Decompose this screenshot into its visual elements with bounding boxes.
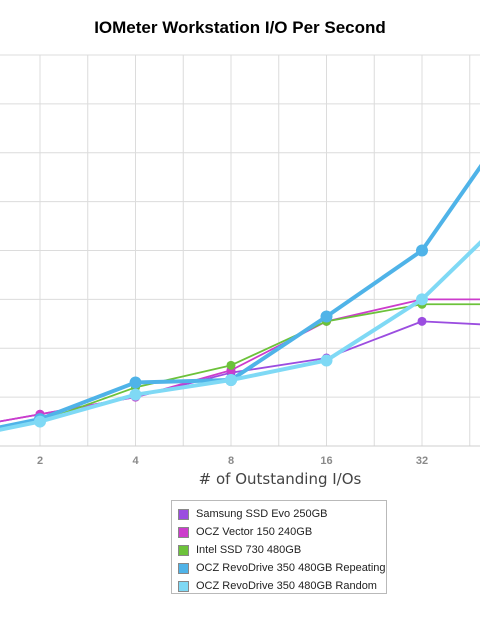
legend-label: OCZ Vector 150 240GB [196, 526, 313, 538]
legend-item: Intel SSD 730 480GB [178, 541, 386, 559]
series-4 [0, 163, 480, 430]
legend-label: Intel SSD 730 480GB [196, 544, 302, 556]
legend-item: OCZ RevoDrive 350 480GB Random [178, 577, 386, 595]
legend-swatch [178, 580, 189, 592]
data-point [416, 293, 428, 306]
series-line [0, 303, 480, 429]
x-tick-label: 8 [228, 455, 234, 467]
data-point [129, 376, 142, 389]
data-point [226, 360, 236, 370]
x-tick-label: 32 [416, 455, 428, 467]
series-line [0, 163, 480, 430]
x-axis-title: # of Outstanding I/Os [198, 470, 362, 488]
data-point [417, 316, 427, 326]
legend-item: OCZ RevoDrive 350 480GB Repeating [178, 559, 386, 577]
legend-label: OCZ RevoDrive 350 480GB Repeating [196, 562, 386, 574]
data-point [320, 354, 333, 367]
data-point [320, 310, 333, 323]
legend-swatch [178, 544, 189, 556]
legend: Samsung SSD Evo 250GB OCZ Vector 150 240G… [171, 500, 387, 594]
series-5 [0, 240, 480, 432]
data-point [416, 244, 428, 257]
legend-swatch [178, 508, 189, 520]
legend-label: Samsung SSD Evo 250GB [196, 508, 328, 520]
series-3 [0, 299, 480, 429]
chart-title: IOMeter Workstation I/O Per Second [94, 18, 386, 37]
legend-swatch [178, 562, 189, 574]
data-point [225, 374, 237, 387]
x-tick-label: 16 [320, 455, 332, 467]
x-tick-label: 2 [37, 455, 43, 467]
data-point [129, 388, 142, 401]
legend-item: Samsung SSD Evo 250GB [178, 505, 386, 523]
x-tick-label: 4 [132, 455, 139, 467]
grid [0, 54, 480, 447]
x-tick-labels: 2 4 8 16 32 [37, 455, 428, 467]
legend-swatch [178, 526, 189, 538]
series-lines [0, 163, 480, 432]
legend-label: OCZ RevoDrive 350 480GB Random [196, 580, 377, 592]
data-point [34, 415, 46, 428]
legend-item: OCZ Vector 150 240GB [178, 523, 386, 541]
